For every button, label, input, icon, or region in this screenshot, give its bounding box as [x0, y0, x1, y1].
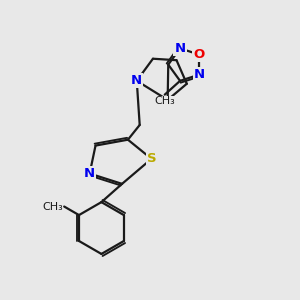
Text: S: S	[147, 152, 156, 165]
Text: N: N	[84, 167, 95, 180]
Text: N: N	[131, 74, 142, 87]
Text: CH₃: CH₃	[154, 96, 175, 106]
Text: CH₃: CH₃	[42, 202, 63, 212]
Text: O: O	[194, 48, 205, 61]
Text: N: N	[194, 68, 205, 81]
Text: N: N	[175, 42, 186, 55]
